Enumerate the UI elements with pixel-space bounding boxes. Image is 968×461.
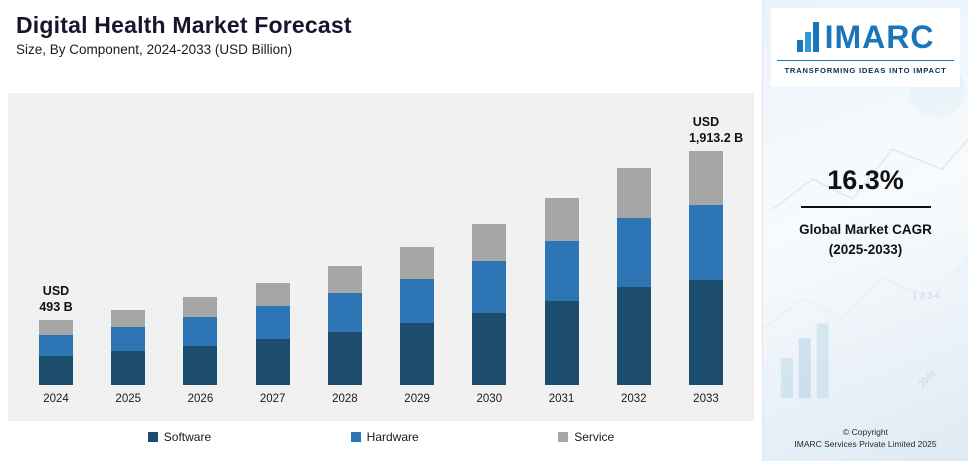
bar-segment-hardware xyxy=(544,241,579,301)
svg-text:1 2 3 4: 1 2 3 4 xyxy=(912,291,939,301)
bar-column: 2031 xyxy=(532,115,592,405)
imarc-logo: IMARC xyxy=(777,19,954,56)
bar-segment-software xyxy=(39,355,73,385)
legend-label: Hardware xyxy=(366,430,419,444)
stacked-bar: USD 493 B xyxy=(39,115,73,385)
copyright-line2: IMARC Services Private Limited 2025 xyxy=(794,439,937,450)
x-axis-label: 2027 xyxy=(259,393,286,405)
stacked-bar xyxy=(183,115,218,385)
bar-segment-hardware xyxy=(616,217,651,288)
stacked-bar xyxy=(616,115,651,385)
imarc-logo-card: IMARC TRANSFORMING IDEAS INTO IMPACT xyxy=(771,8,960,87)
value-annotation: USD 493 B xyxy=(39,283,73,314)
legend-item-service: Service xyxy=(558,430,614,444)
bar-segment-software xyxy=(111,351,146,385)
bar-segment-hardware xyxy=(255,306,290,339)
bar-column: 2032 xyxy=(604,115,664,405)
cagr-block: 16.3% Global Market CAGR (2025-2033) xyxy=(763,165,968,261)
bar-segment-software xyxy=(688,279,723,385)
cagr-divider xyxy=(800,206,931,208)
bar-column: 2025 xyxy=(98,115,158,405)
bar-segment-service xyxy=(688,151,723,206)
bar-segment-software xyxy=(255,339,290,385)
bar-column: 2027 xyxy=(243,115,303,405)
chart-section: Digital Health Market Forecast Size, By … xyxy=(8,12,754,444)
chart-panel: USD 493 B 2024 2025 2026 2027 2028 2029 2030 2031… xyxy=(8,93,754,421)
legend-swatch xyxy=(558,432,569,442)
bar-segment-service xyxy=(327,266,362,294)
svg-text:2048: 2048 xyxy=(917,368,938,389)
bar-chart-logo-icon xyxy=(796,22,819,52)
bar-segment-service xyxy=(39,320,73,336)
bar-segment-service xyxy=(400,246,435,279)
plot-area: USD 493 B 2024 2025 2026 2027 2028 2029 2030 2031… xyxy=(26,115,743,405)
brand-sidebar: 1 2 3 4 2048 IMARC TRANSFORMING IDEAS IN… xyxy=(762,0,968,461)
cagr-value: 16.3% xyxy=(827,165,904,195)
copyright-line1: © Copyright xyxy=(842,426,888,437)
cagr-label-line2: (2025-2033) xyxy=(828,242,903,258)
bar-segment-hardware xyxy=(183,317,218,346)
bar-segment-software xyxy=(327,331,362,385)
bar-column: USD 493 B 2024 xyxy=(26,115,86,405)
x-axis-label: 2029 xyxy=(404,393,430,405)
x-axis-label: 2031 xyxy=(548,393,575,405)
bar-segment-service xyxy=(255,282,290,307)
bar-segment-software xyxy=(400,322,435,385)
bar-segment-service xyxy=(183,297,218,318)
stacked-bar xyxy=(472,115,507,385)
cagr-label: Global Market CAGR (2025-2033) xyxy=(763,220,968,261)
bar-column: 2030 xyxy=(459,115,519,405)
stacked-bar xyxy=(255,115,290,385)
legend-swatch xyxy=(147,432,158,442)
legend-item-software: Software xyxy=(147,430,212,444)
stacked-bar xyxy=(327,115,362,385)
bar-column: 2028 xyxy=(315,115,375,405)
bar-segment-hardware xyxy=(472,261,507,313)
bar-column: 2026 xyxy=(170,115,230,405)
page-title: Digital Health Market Forecast xyxy=(16,12,352,38)
bar-segment-service xyxy=(111,309,146,327)
bar-segment-service xyxy=(616,167,651,218)
x-axis-label: 2025 xyxy=(115,393,142,405)
value-annotation: USD 1,913.2 B xyxy=(688,115,744,145)
chart-legend: Software Hardware Service xyxy=(8,430,754,444)
bar-segment-hardware xyxy=(327,293,362,332)
bar-segment-service xyxy=(472,224,507,262)
logo-text: IMARC xyxy=(824,19,935,56)
legend-item-hardware: Hardware xyxy=(350,430,419,444)
bar-segment-hardware xyxy=(688,205,723,280)
stacked-bar: USD 1,913.2 B xyxy=(688,115,744,385)
x-axis-label: 2026 xyxy=(187,393,214,405)
bar-segment-software xyxy=(616,287,651,385)
stacked-bar xyxy=(400,115,435,385)
bar-column: 2029 xyxy=(387,115,447,405)
legend-label: Software xyxy=(163,430,212,444)
bar-segment-software xyxy=(472,312,507,385)
bar-segment-hardware xyxy=(39,335,73,356)
stacked-bar xyxy=(544,115,579,385)
legend-label: Service xyxy=(574,430,615,444)
stacked-bar xyxy=(111,115,146,385)
x-axis-label: 2028 xyxy=(332,393,358,405)
legend-swatch xyxy=(350,432,361,442)
copyright: © Copyright IMARC Services Private Limit… xyxy=(763,426,968,452)
page-subtitle: Size, By Component, 2024-2033 (USD Billi… xyxy=(16,42,293,57)
bar-segment-software xyxy=(183,345,218,385)
x-axis-label: 2033 xyxy=(693,393,719,405)
bar-segment-software xyxy=(544,301,579,385)
bar-column: USD 1,913.2 B 2033 xyxy=(676,115,744,405)
bar-segment-service xyxy=(544,198,579,242)
cagr-label-line1: Global Market CAGR xyxy=(799,222,932,237)
bar-segment-hardware xyxy=(111,326,146,351)
x-axis-label: 2030 xyxy=(476,393,503,405)
x-axis-label: 2024 xyxy=(43,393,69,405)
logo-tagline: TRANSFORMING IDEAS INTO IMPACT xyxy=(777,60,954,75)
x-axis-label: 2032 xyxy=(620,393,647,405)
bar-segment-hardware xyxy=(400,278,435,323)
